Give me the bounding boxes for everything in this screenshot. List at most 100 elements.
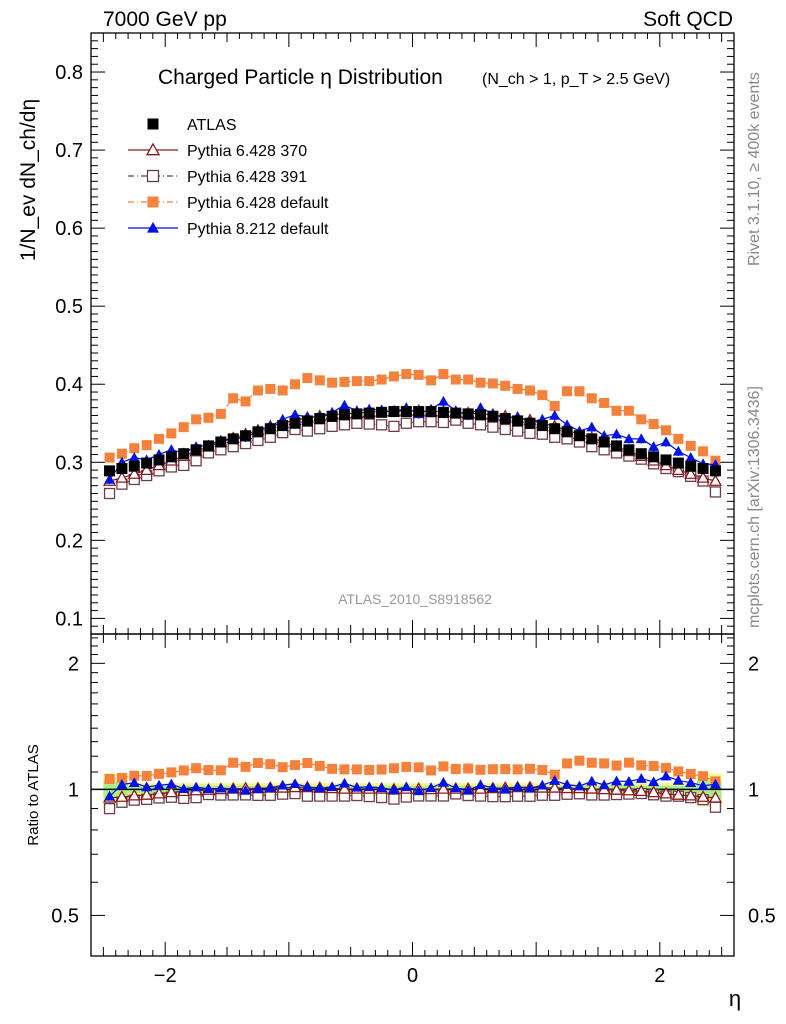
ratio-point: [487, 782, 499, 793]
main-point: [524, 385, 535, 396]
main-point: [574, 386, 585, 397]
ratio-point: [697, 780, 709, 790]
ratio-point: [215, 782, 227, 793]
main-point: [302, 372, 313, 383]
header-left-label: 7000 GeV pp: [103, 8, 227, 31]
main-point: [227, 433, 239, 445]
ratio-point: [203, 765, 214, 776]
main-point: [400, 417, 412, 429]
main-point: [240, 396, 251, 407]
ratio-point: [104, 790, 116, 801]
main-point: [598, 436, 610, 448]
main-point: [524, 417, 536, 429]
ratio-point: [585, 782, 599, 794]
main-point: [116, 448, 127, 459]
main-point: [573, 430, 585, 442]
main-point: [115, 471, 129, 483]
main-point: [228, 393, 239, 404]
main-point: [314, 423, 326, 435]
ratio-point: [549, 775, 561, 785]
chart-subtitle: (N_ch > 1, p_T > 2.5 GeV): [482, 71, 670, 88]
ratio-point: [364, 764, 375, 775]
main-point: [660, 454, 672, 466]
ratio-point: [277, 779, 289, 790]
main-point: [561, 426, 573, 438]
ratio-point: [635, 773, 647, 783]
ratio-point: [671, 788, 685, 800]
ratio-point: [202, 783, 214, 794]
main-point: [326, 420, 338, 433]
ratio-point: [128, 777, 140, 787]
ratio-point: [103, 802, 116, 815]
ratio-point: [351, 781, 363, 792]
main-point: [289, 409, 301, 419]
main-point: [388, 420, 400, 433]
ratio-y-tick-label-right: 1: [748, 779, 759, 801]
ratio-point: [388, 763, 399, 774]
main-point: [400, 406, 412, 418]
main-point: [672, 457, 684, 469]
ratio-point: [191, 763, 202, 774]
chart-title: Charged Particle η Distribution: [158, 66, 443, 89]
main-point: [327, 377, 338, 388]
legend-marker: [146, 169, 160, 183]
ratio-point: [599, 758, 610, 769]
ratio-point: [351, 764, 362, 775]
main-point: [586, 393, 597, 404]
ratio-point: [339, 764, 350, 775]
ratio-point: [623, 757, 634, 768]
ratio-point: [301, 781, 313, 792]
main-point: [437, 416, 450, 429]
ratio-point: [598, 779, 610, 790]
main-point: [301, 415, 313, 427]
main-point: [499, 413, 511, 425]
ratio-point: [499, 783, 511, 794]
ratio-point: [190, 781, 202, 792]
main-point: [363, 407, 375, 419]
ratio-point: [265, 759, 276, 770]
ratio-point: [709, 778, 721, 789]
main-point: [660, 425, 671, 436]
ratio-point: [104, 773, 115, 784]
main-point: [314, 375, 325, 386]
ratio-point: [153, 779, 165, 790]
main-point: [708, 474, 723, 486]
ratio-point: [264, 782, 276, 793]
main-point: [140, 463, 154, 475]
legend-marker: [147, 118, 159, 130]
ratio-point: [500, 764, 511, 775]
main-point: [623, 444, 635, 456]
main-point: [326, 410, 338, 422]
main-point: [475, 377, 486, 388]
ratio-point: [413, 785, 425, 796]
main-point: [425, 406, 437, 418]
main-point: [190, 455, 202, 467]
main-point: [537, 390, 548, 401]
ratio-point: [215, 765, 226, 776]
x-tick-label: 2: [654, 965, 665, 987]
ratio-point: [660, 762, 671, 773]
ratio-point: [227, 783, 239, 794]
main-point: [127, 467, 141, 479]
main-point: [240, 430, 252, 442]
ratio-point: [413, 762, 424, 773]
ratio-point: [660, 770, 672, 781]
main-point: [685, 452, 697, 462]
ratio-point: [648, 761, 659, 772]
ratio-point: [438, 761, 449, 772]
ratio-point: [586, 775, 598, 786]
ratio-point: [290, 760, 301, 771]
main-point: [265, 383, 276, 394]
ratio-point: [240, 761, 251, 772]
main-point: [635, 433, 647, 444]
main-point: [103, 487, 116, 500]
ratio-point: [127, 788, 141, 801]
ratio-point: [512, 781, 524, 792]
ratio-series-line-3: [109, 760, 716, 782]
ratio-point: [634, 784, 648, 797]
main-point: [599, 397, 610, 408]
ratio-point: [116, 772, 127, 783]
ratio-point: [363, 781, 375, 792]
main-point: [375, 419, 388, 431]
main-point: [648, 419, 659, 430]
